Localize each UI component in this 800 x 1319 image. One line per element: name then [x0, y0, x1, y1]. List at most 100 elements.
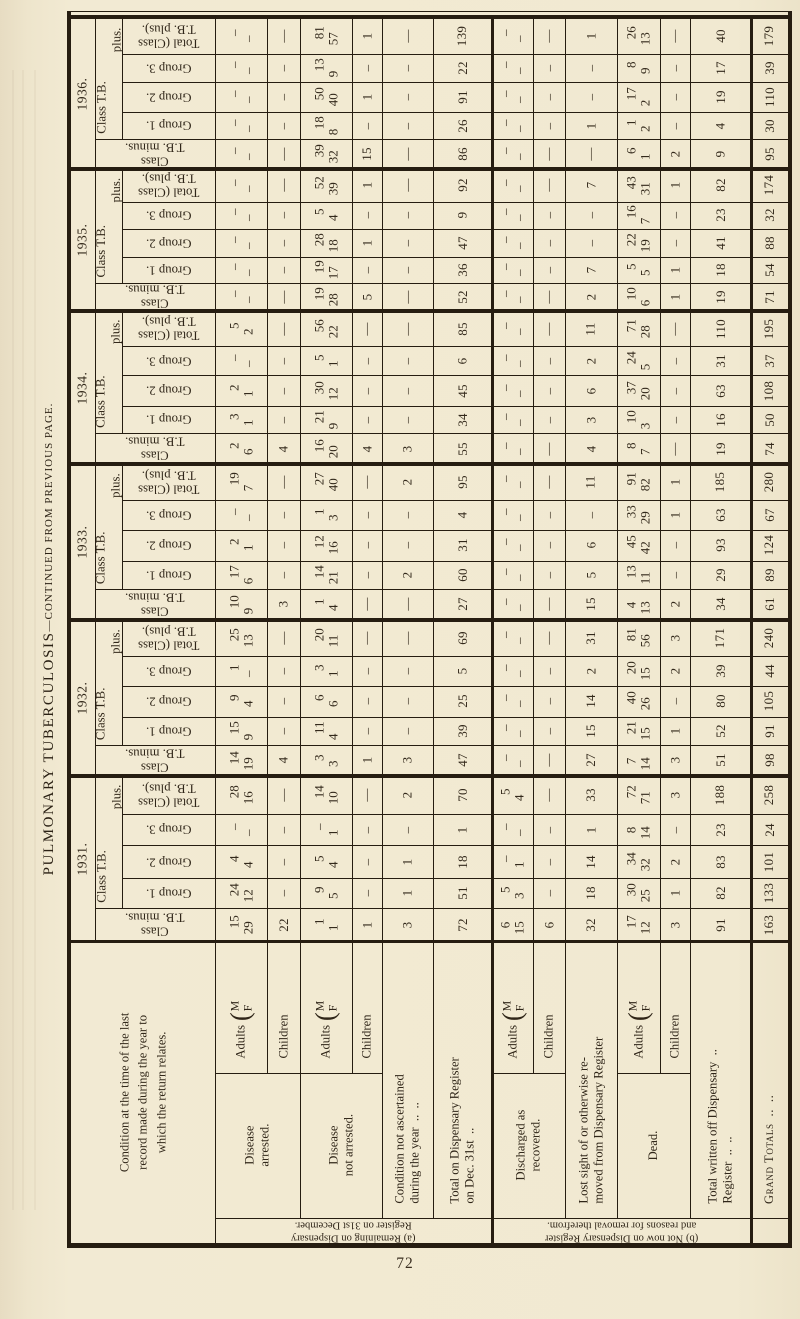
value: – [275, 511, 291, 519]
female-value: – [240, 514, 255, 521]
male-value: 1 [311, 508, 327, 515]
female-value: – [511, 36, 527, 43]
value: – [399, 122, 415, 129]
value: 22 [275, 917, 291, 932]
female-value: 3 [325, 760, 340, 767]
female-value: 6 [240, 448, 255, 455]
pair-value: 81 56 [624, 628, 653, 647]
data-cell-1932-group1-total_written_off: 52 [690, 717, 751, 745]
data-cell-1931-group3-dead_adults: 8 14 [617, 814, 660, 845]
pair-value: 30 25 [624, 884, 653, 903]
row-label-1936-group1: Group 1. [122, 112, 215, 139]
data-cell-1934-group3-total_on_register: 6 [433, 346, 492, 375]
data-cell-1932-total_plus-grand_totals: 240 [751, 620, 788, 656]
table-top-border [70, 15, 788, 19]
value: 67 [761, 507, 777, 522]
pair-value: 17 12 [624, 915, 653, 934]
male-value: 3 [311, 664, 327, 671]
data-cell-1935-minus-dr_adults: – – [492, 283, 533, 311]
corner-line-3: which the return relates. [153, 1031, 168, 1153]
male-value: 21 [311, 410, 327, 424]
class-stub-divider [122, 464, 124, 589]
data-cell-1934-group3-grand_totals: 37 [751, 346, 788, 375]
class-line-1: Class T.B. [93, 531, 108, 584]
row-label-text: Group 3. [146, 664, 192, 678]
value: 7 [583, 266, 598, 274]
value: 30 [761, 118, 777, 133]
value: 74 [761, 441, 777, 456]
data-cell-1931-minus-cond_not_ascertained: 3 [382, 908, 433, 941]
value: 19 [712, 90, 728, 104]
male-value: 34 [623, 852, 639, 866]
value: — [399, 147, 415, 161]
class-stub-divider [122, 169, 124, 283]
value: 1 [667, 293, 682, 301]
value: — [541, 178, 556, 192]
row-label-line-1: Group 1. [145, 412, 192, 427]
row-label-text: Total (Class T.B. plus). [138, 624, 199, 652]
pair-value: – – [498, 695, 527, 708]
female-value: – [511, 829, 527, 836]
data-cell-1931-minus-total_written_off: 91 [690, 908, 751, 941]
row-label-1936-minus: Class T.B. minus. [95, 139, 215, 169]
data-cell-1934-minus-dr_adults: – – [492, 433, 533, 464]
value: 23 [712, 822, 728, 837]
class-plus-label-1932: Class T.B. plus. [94, 620, 123, 745]
data-cell-1935-total_plus-da_adults: – – [215, 169, 267, 202]
value: – [541, 541, 556, 549]
row-label-line-1: Group 3. [145, 822, 192, 837]
data-cell-1934-total_plus-da_children: — [267, 311, 300, 346]
data-cell-1936-group1-lost_sight: 1 [565, 112, 617, 139]
data-cell-1932-total_plus-lost_sight: 31 [565, 620, 617, 656]
col-group-label-discharged_recovered: Discharged as recovered. [492, 1073, 565, 1218]
data-cell-1936-total_plus-cond_not_ascertained: — [382, 19, 433, 54]
footer-caption-b: (b) Not now on Dispensary Register and re… [492, 1218, 751, 1244]
value: 83 [712, 854, 728, 869]
pair-value: – – [226, 354, 255, 367]
row-line [95, 433, 788, 435]
data-cell-1936-group1-dr_children: – [533, 112, 565, 139]
pair-value: – – [498, 725, 527, 738]
value: 3 [667, 634, 682, 642]
adults-mf-label: Adults (M F [496, 1001, 526, 1059]
year-label-1935: 1935. [70, 169, 95, 311]
data-cell-1932-group2-cond_not_ascertained: – [382, 686, 433, 717]
data-cell-1935-total_plus-cond_not_ascertained: — [382, 169, 433, 202]
female-label: F [325, 1005, 339, 1012]
data-cell-1933-minus-cond_not_ascertained: — [382, 589, 433, 620]
value: 40 [712, 29, 728, 44]
pair-value: – – [498, 91, 527, 104]
data-cell-1932-group3-cond_not_ascertained: – [382, 656, 433, 686]
male-value: 20 [311, 628, 327, 642]
data-cell-1935-group2-dr_adults: – – [492, 229, 533, 257]
value: 33 [582, 788, 598, 802]
female-value: – [240, 360, 255, 367]
col-group-text: Disease not arrested. [326, 1080, 356, 1211]
row-label-line-2: T.B. plus). [141, 780, 196, 795]
data-cell-1932-minus-grand_totals: 98 [751, 745, 788, 776]
data-cell-1935-minus-dna_adults: 19 28 [300, 283, 352, 311]
male-value: 16 [623, 205, 639, 219]
data-cell-1935-minus-dr_children: — [533, 283, 565, 311]
value: – [399, 211, 415, 219]
value: 171 [712, 627, 728, 649]
value: 27 [582, 753, 598, 768]
row-label-1933-group3: Group 3. [122, 500, 215, 530]
data-cell-1935-minus-dead_children: 1 [660, 283, 690, 311]
row-label-line-1: Group 2. [145, 854, 192, 869]
data-cell-1935-group2-dna_adults: 28 18 [300, 229, 352, 257]
data-cell-1934-minus-total_written_off: 19 [690, 433, 751, 464]
female-value: 32 [637, 858, 653, 872]
value: 5 [583, 571, 598, 579]
female-value: – [511, 637, 527, 645]
pair-value: – – [498, 823, 527, 836]
row-label-text: Group 2. [146, 538, 192, 552]
row-line [122, 813, 788, 816]
value: – [667, 541, 682, 549]
female-value: – [511, 67, 527, 75]
value: 92 [454, 178, 470, 193]
data-cell-1935-group1-total_on_register: 36 [433, 257, 492, 283]
value: – [399, 541, 415, 549]
